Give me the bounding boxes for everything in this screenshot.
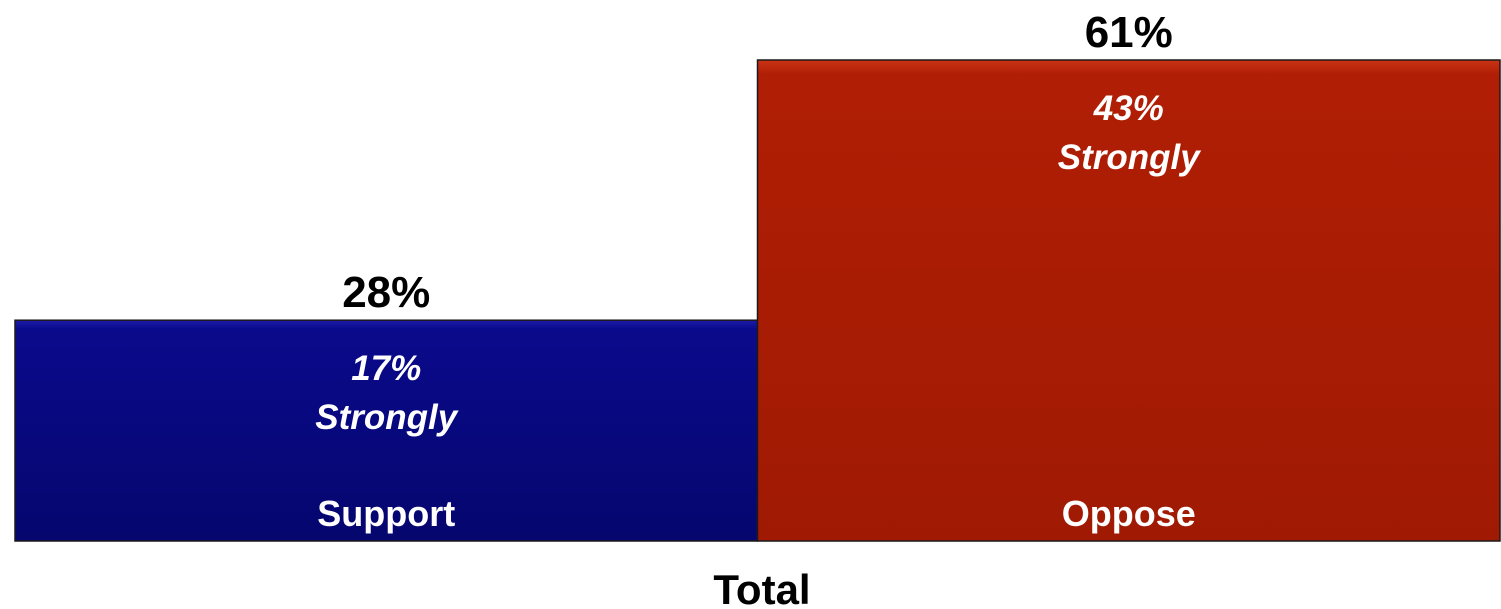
category-label-support: Support [317,493,455,534]
strongly-text-support: Strongly [315,398,458,437]
value-label-support: 28% [342,268,430,317]
strongly-text-oppose: Strongly [1058,138,1201,177]
value-label-oppose: 61% [1085,8,1173,57]
bars [14,59,1501,542]
x-axis-label: Total [713,566,810,609]
category-label-oppose: Oppose [1062,493,1196,534]
strongly-value-support: 17% [351,349,421,388]
bar-oppose [756,59,1501,542]
strongly-value-oppose: 43% [1093,89,1164,128]
bar-labels: 28% 17% Strongly Support 61% 43% Strongly Oppos… [315,8,1201,534]
bar-support [14,319,759,542]
